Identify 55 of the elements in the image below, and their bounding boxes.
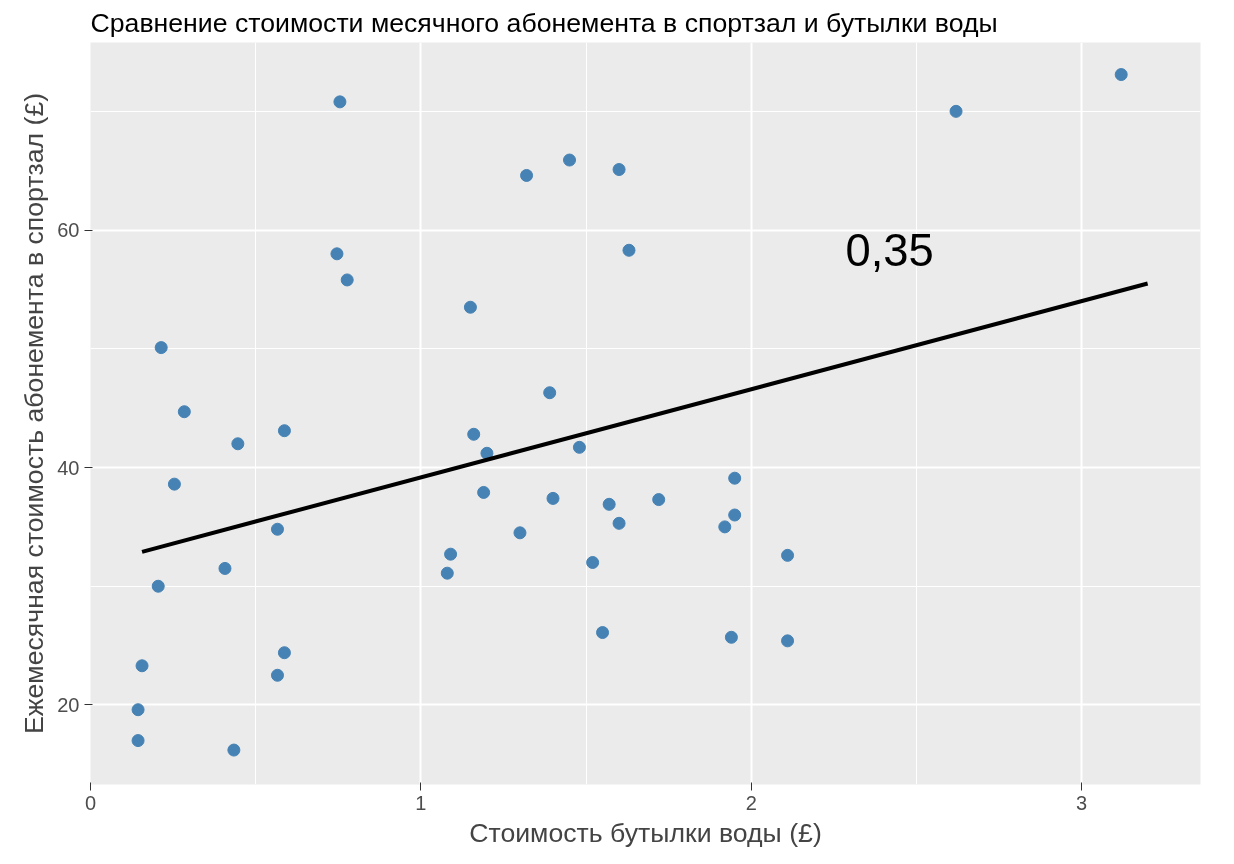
y-tick-label: 60	[57, 219, 80, 242]
point	[543, 386, 557, 400]
point	[167, 477, 181, 491]
point	[333, 95, 347, 109]
point	[477, 485, 491, 499]
point	[586, 556, 600, 569]
point	[444, 547, 458, 561]
point	[546, 491, 560, 505]
point	[728, 471, 742, 485]
point	[151, 579, 165, 593]
point	[724, 630, 738, 644]
point	[131, 734, 145, 748]
point	[440, 566, 454, 580]
chart-title: Сравнение стоимости месячного абонемента в спортзал и бутылки воды	[90, 7, 998, 38]
point	[596, 626, 610, 640]
point	[131, 703, 145, 717]
point	[270, 668, 284, 682]
x-tick-label: 1	[415, 791, 427, 814]
point	[513, 526, 527, 540]
y-tick-label: 40	[57, 456, 80, 479]
y-tick-label: 20	[57, 693, 80, 716]
point	[652, 493, 666, 507]
point	[227, 743, 241, 757]
point	[602, 497, 616, 511]
point	[572, 440, 586, 454]
point	[270, 522, 284, 536]
point	[563, 153, 577, 167]
point	[340, 273, 354, 287]
point	[520, 168, 534, 182]
point	[154, 341, 168, 355]
point	[781, 634, 795, 648]
y-axis-title: Ежемесячная стоимость абонемента в спортзал (£)	[19, 92, 50, 735]
x-tick-label: 3	[1076, 791, 1088, 814]
point	[231, 437, 245, 451]
x-axis-title: Стоимость бутылки воды (£)	[469, 817, 822, 848]
point	[781, 548, 795, 562]
point	[612, 516, 626, 530]
point	[1114, 68, 1128, 82]
annotation: 0,35	[845, 224, 934, 276]
point	[622, 243, 636, 257]
point	[612, 163, 626, 177]
point	[467, 427, 481, 441]
point	[330, 247, 344, 261]
point	[463, 300, 477, 314]
point	[135, 659, 149, 673]
point	[728, 508, 742, 522]
point	[718, 520, 732, 534]
point	[277, 646, 291, 660]
point	[949, 104, 963, 118]
point	[480, 446, 494, 460]
x-tick-label: 0	[84, 791, 97, 814]
point	[177, 405, 191, 419]
x-tick-label: 2	[745, 791, 757, 814]
point	[277, 424, 291, 438]
point	[218, 561, 232, 575]
